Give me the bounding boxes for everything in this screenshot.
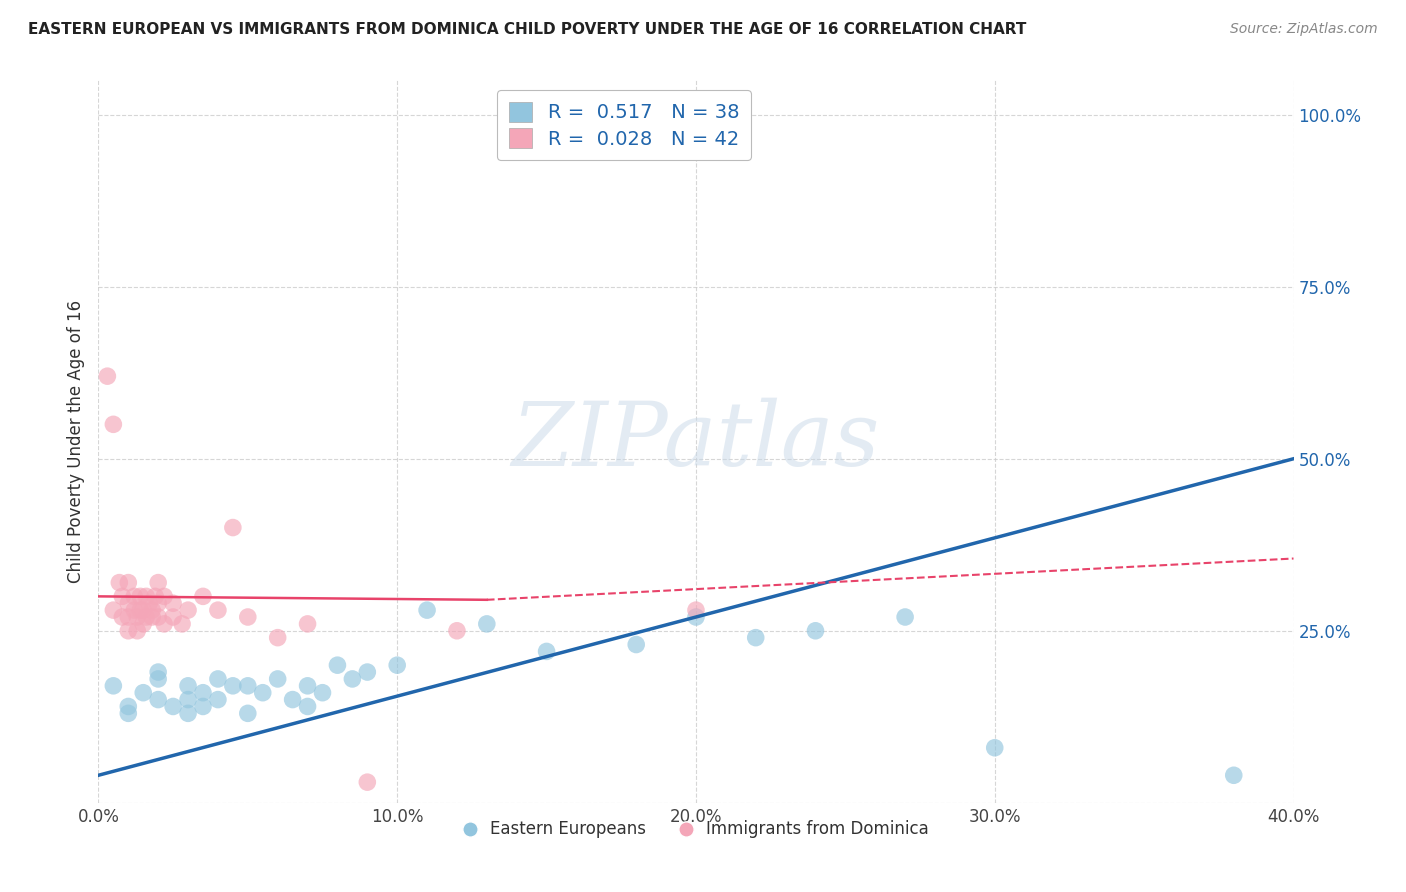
Point: [191, 590, 214, 604]
Point: [153, 590, 176, 604]
Point: [148, 672, 170, 686]
Point: [148, 610, 170, 624]
Point: [103, 603, 125, 617]
Point: [626, 638, 648, 652]
Point: [111, 610, 134, 624]
Point: [207, 603, 229, 617]
Point: [311, 686, 333, 700]
Point: [132, 686, 155, 700]
Point: [191, 686, 214, 700]
Point: [132, 616, 155, 631]
Point: [356, 665, 378, 679]
Point: [222, 520, 245, 534]
Point: [148, 596, 170, 610]
Point: [117, 624, 139, 638]
Point: [416, 603, 439, 617]
Point: [804, 624, 827, 638]
Point: [117, 699, 139, 714]
Point: [148, 575, 170, 590]
Legend: Eastern Europeans, Immigrants from Dominica: Eastern Europeans, Immigrants from Domin…: [457, 814, 935, 845]
Point: [148, 665, 170, 679]
Point: [984, 740, 1007, 755]
Point: [177, 603, 200, 617]
Point: [177, 706, 200, 721]
Point: [236, 706, 259, 721]
Point: [356, 775, 378, 789]
Point: [177, 679, 200, 693]
Point: [222, 679, 245, 693]
Point: [103, 679, 125, 693]
Point: [236, 679, 259, 693]
Point: [127, 624, 149, 638]
Point: [111, 590, 134, 604]
Point: [536, 644, 558, 658]
Point: [129, 603, 152, 617]
Point: [342, 672, 364, 686]
Point: [135, 610, 157, 624]
Point: [108, 575, 131, 590]
Point: [148, 692, 170, 706]
Point: [129, 590, 152, 604]
Point: [177, 692, 200, 706]
Y-axis label: Child Poverty Under the Age of 16: Child Poverty Under the Age of 16: [66, 300, 84, 583]
Point: [252, 686, 274, 700]
Point: [96, 369, 118, 384]
Text: ZIPatlas: ZIPatlas: [512, 398, 880, 485]
Point: [143, 590, 166, 604]
Point: [894, 610, 917, 624]
Point: [162, 610, 184, 624]
Point: [117, 706, 139, 721]
Point: [297, 699, 319, 714]
Point: [103, 417, 125, 432]
Point: [685, 603, 707, 617]
Point: [207, 672, 229, 686]
Point: [281, 692, 304, 706]
Point: [297, 616, 319, 631]
Point: [127, 610, 149, 624]
Point: [475, 616, 498, 631]
Point: [132, 603, 155, 617]
Point: [191, 699, 214, 714]
Text: Source: ZipAtlas.com: Source: ZipAtlas.com: [1230, 22, 1378, 37]
Point: [685, 610, 707, 624]
Point: [141, 610, 163, 624]
Point: [236, 610, 259, 624]
Point: [172, 616, 194, 631]
Point: [745, 631, 768, 645]
Point: [153, 616, 176, 631]
Point: [135, 590, 157, 604]
Point: [326, 658, 349, 673]
Point: [141, 603, 163, 617]
Point: [124, 603, 146, 617]
Point: [267, 631, 290, 645]
Point: [446, 624, 468, 638]
Point: [297, 679, 319, 693]
Point: [117, 610, 139, 624]
Point: [385, 658, 409, 673]
Point: [162, 699, 184, 714]
Point: [117, 596, 139, 610]
Text: EASTERN EUROPEAN VS IMMIGRANTS FROM DOMINICA CHILD POVERTY UNDER THE AGE OF 16 C: EASTERN EUROPEAN VS IMMIGRANTS FROM DOMI…: [28, 22, 1026, 37]
Point: [138, 596, 160, 610]
Point: [1223, 768, 1246, 782]
Point: [207, 692, 229, 706]
Point: [162, 596, 184, 610]
Point: [267, 672, 290, 686]
Point: [124, 590, 146, 604]
Point: [117, 575, 139, 590]
